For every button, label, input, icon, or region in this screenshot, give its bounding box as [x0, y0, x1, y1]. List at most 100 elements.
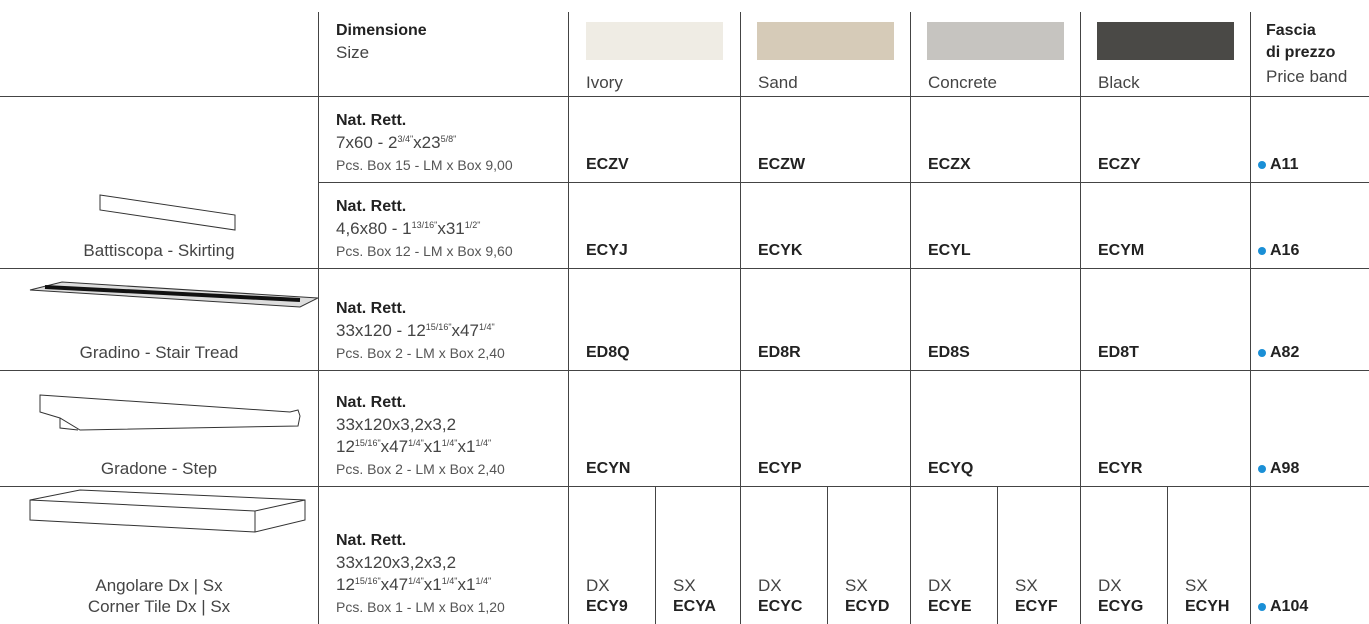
- code: ECYP: [758, 460, 802, 477]
- color-name: Black: [1098, 73, 1140, 92]
- size-part: 5/8": [440, 134, 457, 144]
- code: ECYG: [1098, 598, 1144, 615]
- finish: Nat. Rett.: [336, 198, 407, 215]
- size-part: 13/16": [411, 220, 438, 230]
- price-dot: [1258, 247, 1266, 255]
- column-subtitle: Price band: [1266, 67, 1348, 86]
- rule: [997, 486, 998, 624]
- price-dot: [1258, 603, 1266, 611]
- finish: Nat. Rett.: [336, 300, 407, 317]
- finish: Nat. Rett.: [336, 532, 407, 549]
- price-band: A82: [1270, 344, 1300, 361]
- price-band: A16: [1270, 242, 1300, 259]
- side-label: DX: [1098, 576, 1122, 595]
- rule: [318, 182, 1369, 183]
- size: 33x120x3,2x3,2: [336, 415, 456, 435]
- size-part: 1/4": [408, 438, 424, 448]
- column-title: Fascia: [1266, 22, 1316, 39]
- price-band: A11: [1270, 156, 1299, 173]
- rule: [0, 96, 1369, 97]
- code: ECY9: [586, 598, 628, 615]
- size-part: 1/4": [441, 576, 458, 586]
- code: ECYL: [928, 242, 971, 259]
- rule: [318, 12, 319, 624]
- code: ED8T: [1098, 344, 1139, 361]
- size-part: x1: [423, 437, 442, 456]
- color-name: Ivory: [586, 73, 623, 92]
- rule: [0, 486, 1369, 487]
- swatch: [757, 22, 894, 60]
- rule: [1250, 12, 1251, 624]
- rule: [1167, 486, 1168, 624]
- rule: [1080, 12, 1081, 624]
- size-part: 33x120x3,2x3,2: [336, 553, 457, 572]
- side-label: SX: [1015, 576, 1038, 595]
- size-part: 12: [336, 575, 355, 594]
- code: ECYA: [673, 598, 716, 615]
- size: 7x60 - 23/4"x235/8": [336, 133, 456, 153]
- code: ECYD: [845, 598, 890, 615]
- side-label: SX: [1185, 576, 1208, 595]
- rule: [0, 268, 1369, 269]
- size-part: 15/16": [354, 438, 381, 448]
- price-dot: [1258, 161, 1266, 169]
- price-dot: [1258, 465, 1266, 473]
- size-part: 1/4": [475, 438, 492, 448]
- code: ECZY: [1098, 156, 1141, 173]
- size: 1215/16"x471/4"x11/4"x11/4": [336, 437, 491, 457]
- size-part: 7x60 - 2: [336, 133, 398, 152]
- column-subtitle: Size: [336, 43, 370, 62]
- packing: Pcs. Box 15 - LM x Box 9,00: [336, 157, 513, 173]
- rule: [827, 486, 828, 624]
- rule: [910, 12, 911, 624]
- rule: [0, 370, 1369, 371]
- side-label: SX: [845, 576, 868, 595]
- product-label: Gradone - Step: [100, 459, 218, 478]
- packing: Pcs. Box 2 - LM x Box 2,40: [336, 461, 505, 477]
- code: ECYK: [758, 242, 803, 259]
- rule: [740, 12, 741, 624]
- code: ECYE: [928, 598, 972, 615]
- code: ECYF: [1015, 598, 1058, 615]
- packing: Pcs. Box 12 - LM x Box 9,60: [336, 243, 513, 259]
- price-band: A104: [1270, 598, 1309, 615]
- size-part: 15/16": [425, 322, 452, 332]
- size: 1215/16"x471/4"x11/4"x11/4": [336, 575, 491, 595]
- size-part: x47: [380, 575, 409, 594]
- finish: Nat. Rett.: [336, 394, 407, 411]
- swatch: [927, 22, 1064, 60]
- size-part: 3/4": [397, 134, 414, 144]
- code: ECYQ: [928, 460, 974, 477]
- code: ECZX: [928, 156, 971, 173]
- size-part: 4,6x80 - 1: [336, 219, 412, 238]
- side-label: SX: [673, 576, 696, 595]
- rule: [568, 12, 569, 624]
- code: ED8R: [758, 344, 801, 361]
- code: ECZV: [586, 156, 629, 173]
- size-part: 15/16": [354, 576, 381, 586]
- code: ECYH: [1185, 598, 1230, 615]
- code: ECZW: [758, 156, 806, 173]
- column-title: di prezzo: [1266, 44, 1336, 61]
- product-images: [29, 194, 318, 533]
- size-part: 1/4": [441, 438, 458, 448]
- packing: Pcs. Box 1 - LM x Box 1,20: [336, 599, 505, 615]
- color-name: Sand: [758, 73, 798, 92]
- side-label: DX: [586, 576, 610, 595]
- product-label: Battiscopa - Skirting: [83, 241, 235, 260]
- size-part: x47: [380, 437, 409, 456]
- rule: [655, 486, 656, 624]
- product-label: Angolare Dx | Sx: [95, 576, 223, 595]
- size-part: x31: [437, 219, 465, 238]
- size-part: 12: [336, 437, 355, 456]
- color-name: Concrete: [928, 73, 997, 92]
- code: ECYR: [1098, 460, 1143, 477]
- size-part: 33x120x3,2x3,2: [336, 415, 457, 434]
- code: ED8Q: [586, 344, 630, 361]
- product-label: Gradino - Stair Tread: [79, 343, 239, 362]
- size-part: 1/4": [475, 576, 492, 586]
- size-part: x1: [457, 575, 476, 594]
- swatch: [586, 22, 723, 60]
- size-part: 1/4": [408, 576, 424, 586]
